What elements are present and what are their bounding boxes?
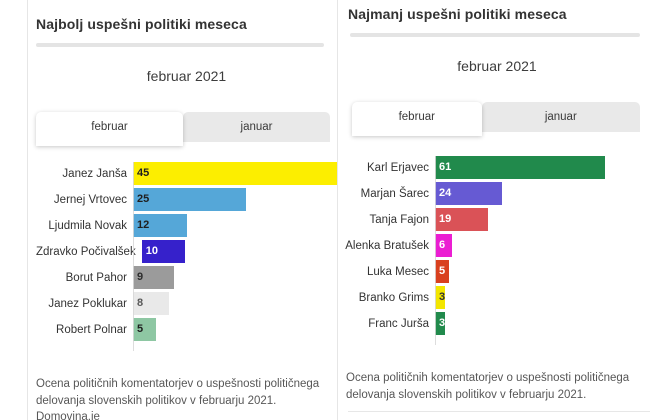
politician-name: Jernej Vrtovec	[53, 193, 127, 206]
panel-title: Najbolj uspešni politiki meseca	[36, 16, 247, 32]
bottom-divider	[348, 411, 650, 413]
chart-row: Janez Poklukar 8	[36, 292, 337, 315]
chart-row: Janez Janša 45	[36, 162, 337, 185]
politician-name: Alenka Bratušek	[345, 239, 429, 252]
bar-value-label: 5	[439, 265, 446, 277]
bar-track: 5	[133, 318, 337, 341]
bar-value-label: 3	[439, 291, 446, 303]
bar-track: 3	[435, 286, 605, 309]
politician-name: Tanja Fajon	[369, 213, 429, 226]
month-tabs: februar januar	[36, 112, 330, 146]
bar-track: 9	[133, 266, 337, 289]
politician-name: Janez Poklukar	[48, 297, 127, 310]
politician-name: Ljudmila Novak	[48, 219, 127, 232]
chart-rows: Karl Erjavec 61 Marjan Šarec 24 Tanja Fajon 1…	[344, 156, 650, 345]
tab-januar[interactable]: januar	[481, 102, 640, 132]
bar-track: 25	[133, 188, 337, 211]
value-bar[interactable]: 19	[435, 208, 488, 231]
axis-tail	[344, 338, 650, 348]
chart-row: Zdravko Počivalšek 10	[36, 240, 337, 263]
panel-title: Najmanj uspešni politiki meseca	[348, 6, 567, 22]
value-bar[interactable]: 3	[435, 312, 445, 335]
politician-name: Branko Grims	[358, 291, 429, 304]
tab-februar[interactable]: februar	[352, 102, 482, 136]
politician-name: Karl Erjavec	[367, 161, 429, 174]
title-divider	[36, 43, 324, 47]
value-bar[interactable]: 9	[133, 266, 174, 289]
bar-track: 12	[133, 214, 337, 237]
bar-value-label: 9	[137, 271, 144, 283]
chart-subtitle: februar 2021	[146, 68, 227, 84]
value-bar[interactable]: 45	[133, 162, 337, 185]
politician-name: Borut Pahor	[65, 271, 127, 284]
chart-subtitle: februar 2021	[457, 58, 537, 74]
bar-value-label: 61	[439, 161, 452, 173]
bar-chart-least-successful: Karl Erjavec 61 Marjan Šarec 24 Tanja Fajon 1…	[344, 156, 650, 348]
chart-row: Robert Polnar 5	[36, 318, 337, 341]
bar-value-label: 8	[137, 297, 144, 309]
chart-rows: Janez Janša 45 Jernej Vrtovec 25 Ljudmila No…	[36, 162, 337, 351]
politician-name: Franc Jurša	[368, 317, 429, 330]
chart-row: Karl Erjavec 61	[344, 156, 605, 179]
bar-value-label: 5	[137, 323, 144, 335]
tab-februar[interactable]: februar	[36, 112, 183, 146]
bar-value-label: 45	[137, 167, 150, 179]
chart-row: Borut Pahor 9	[36, 266, 337, 289]
chart-footnote: Ocena političnih komentatorjev o uspešno…	[346, 372, 630, 401]
politician-name: Janez Janša	[62, 167, 127, 180]
value-bar[interactable]: 12	[133, 214, 188, 237]
bar-track: 61	[435, 156, 605, 179]
bar-value-label: 12	[137, 219, 150, 231]
bar-track: 24	[435, 182, 605, 205]
bar-track: 45	[133, 162, 337, 185]
bar-value-label: 19	[439, 213, 452, 225]
value-bar[interactable]: 25	[133, 188, 247, 211]
bar-track: 8	[133, 292, 337, 315]
chart-row: Ljudmila Novak 12	[36, 214, 337, 237]
bar-value-label: 24	[439, 187, 452, 199]
bar-track: 3	[435, 312, 605, 335]
bar-track: 5	[435, 260, 605, 283]
bar-value-label: 25	[137, 193, 150, 205]
chart-row: Tanja Fajon 19	[344, 208, 605, 231]
bar-track: 10	[141, 240, 337, 263]
value-bar[interactable]: 6	[435, 234, 452, 257]
chart-row: Marjan Šarec 24	[344, 182, 605, 205]
chart-row: Luka Mesec 5	[344, 260, 605, 283]
title-divider	[350, 33, 640, 37]
axis-tail	[36, 344, 337, 354]
bar-track: 19	[435, 208, 605, 231]
bar-value-label: 3	[439, 317, 446, 329]
chart-row: Franc Jurša 3	[344, 312, 605, 335]
value-bar[interactable]: 5	[133, 318, 156, 341]
politician-name: Marjan Šarec	[360, 187, 429, 200]
value-bar[interactable]: 3	[435, 286, 445, 309]
panel-most-successful: Najbolj uspešni politiki meseca februar …	[27, 0, 338, 420]
value-bar[interactable]: 61	[435, 156, 605, 179]
bar-value-label: 6	[439, 239, 446, 251]
bar-track: 6	[435, 234, 605, 257]
chart-row: Jernej Vrtovec 25	[36, 188, 337, 211]
panel-least-successful: Najmanj uspešni politiki meseca februar …	[338, 0, 650, 420]
value-bar[interactable]: 10	[141, 240, 186, 263]
politician-name: Luka Mesec	[366, 265, 429, 278]
politician-name: Zdravko Počivalšek	[36, 245, 136, 258]
value-bar[interactable]: 8	[133, 292, 170, 315]
value-bar[interactable]: 5	[435, 260, 449, 283]
value-bar[interactable]: 24	[435, 182, 502, 205]
month-tabs: februar januar	[352, 102, 640, 136]
bar-value-label: 10	[145, 245, 158, 257]
tab-januar[interactable]: januar	[183, 112, 330, 142]
chart-row: Alenka Bratušek 6	[344, 234, 605, 257]
chart-row: Branko Grims 3	[344, 286, 605, 309]
chart-footnote: Ocena političnih komentatorjev o uspešno…	[36, 378, 320, 420]
bar-chart-most-successful: Janez Janša 45 Jernej Vrtovec 25 Ljudmila No…	[36, 162, 337, 354]
politician-name: Robert Polnar	[56, 323, 127, 336]
